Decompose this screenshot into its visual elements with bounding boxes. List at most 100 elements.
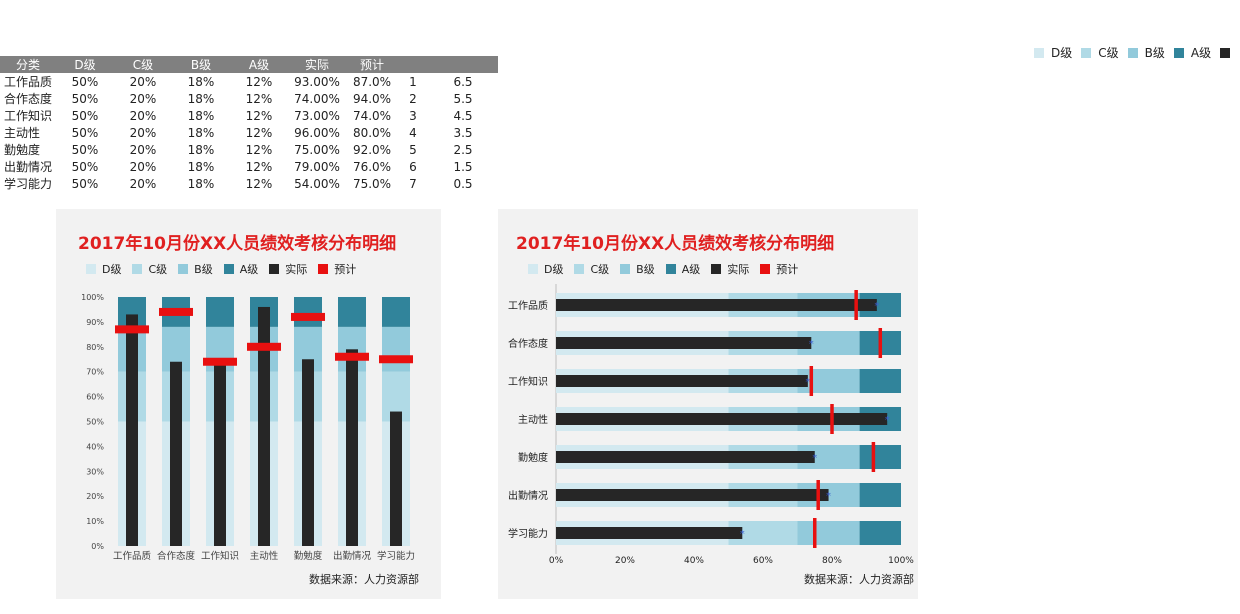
- actual-bar: [346, 349, 358, 546]
- x-category-label: 勤勉度: [294, 550, 323, 562]
- actual-end-marker: *: [812, 453, 817, 464]
- legend-item: A级: [223, 261, 258, 277]
- actual-bar: [556, 299, 877, 311]
- header-c: C级: [114, 56, 172, 73]
- actual-bar: [170, 361, 182, 546]
- cell-category: 出勤情况: [4, 160, 53, 174]
- cell-a: 12%: [245, 125, 273, 140]
- cell-pos: 4.5: [453, 108, 473, 123]
- legend-swatch: [1081, 47, 1092, 58]
- header-index: [398, 56, 428, 73]
- cell-b: 18%: [187, 125, 215, 140]
- table-row: 勤勉度 50% 20% 18% 12% 75.00% 92.0% 5 2.5: [0, 141, 498, 158]
- cell-pos: 3.5: [453, 125, 473, 140]
- y-category-label: 工作知识: [508, 375, 548, 388]
- x-tick-label: 60%: [753, 556, 773, 566]
- legend-swatch: [1034, 47, 1044, 58]
- cell-d: 50%: [71, 159, 99, 174]
- legend-item: B级: [620, 261, 655, 277]
- legend-swatch: [318, 264, 329, 274]
- cell-index: 3: [409, 108, 417, 123]
- x-category-label: 工作知识: [201, 550, 239, 562]
- expected-marker: [159, 307, 193, 316]
- cell-a: 12%: [245, 142, 273, 157]
- cell-index: 2: [409, 91, 417, 106]
- cell-actual: 93.00%: [294, 74, 340, 89]
- cell-expected: 87.0%: [352, 74, 392, 89]
- table-row: 学习能力 50% 20% 18% 12% 54.00% 75.0% 7 0.5: [0, 175, 498, 192]
- band-B级: [382, 326, 410, 372]
- expected-marker: [115, 325, 149, 334]
- top-legend: D级 C级 B级 A级: [1034, 44, 1240, 61]
- cell-actual: 73.00%: [294, 108, 340, 123]
- actual-end-marker: *: [805, 377, 810, 388]
- cell-d: 50%: [71, 74, 99, 89]
- expected-marker: [335, 352, 369, 361]
- cell-category: 学习能力: [4, 177, 53, 191]
- band-A级: [859, 445, 901, 469]
- table-row: 工作知识 50% 20% 18% 12% 73.00% 74.0% 3 4.5: [0, 107, 498, 124]
- expected-marker: [816, 480, 820, 510]
- data-source-note: 数据来源：人力资源部: [309, 573, 419, 586]
- legend-swatch: [620, 264, 631, 274]
- actual-bar: [556, 527, 743, 539]
- header-category: 分类: [0, 56, 56, 73]
- expected-marker: [291, 312, 325, 321]
- cell-b: 18%: [187, 159, 215, 174]
- cell-b: 18%: [187, 91, 215, 106]
- y-tick-label: 10%: [86, 517, 104, 526]
- header-b: B级: [172, 56, 230, 73]
- band-A级: [206, 297, 234, 327]
- x-category-label: 出勤情况: [333, 550, 372, 562]
- table-row: 出勤情况 50% 20% 18% 12% 79.00% 76.0% 6 1.5: [0, 158, 498, 175]
- cell-pos: 1.5: [453, 159, 473, 174]
- legend-item: C级: [132, 261, 167, 277]
- y-tick-label: 60%: [86, 393, 104, 402]
- expected-marker: [813, 518, 817, 548]
- legend-item: A级: [1173, 44, 1212, 61]
- x-tick-label: 0%: [549, 556, 564, 566]
- y-tick-label: 20%: [86, 492, 104, 501]
- cell-expected: 80.0%: [352, 125, 392, 140]
- cell-index: 1: [409, 74, 417, 89]
- cell-actual: 79.00%: [294, 159, 340, 174]
- cell-d: 50%: [71, 125, 99, 140]
- expected-marker: [854, 290, 858, 320]
- cell-c: 20%: [129, 125, 157, 140]
- cell-category: 勤勉度: [4, 143, 41, 157]
- legend-swatch: [86, 264, 96, 274]
- legend-swatch: [574, 264, 585, 274]
- legend-label: A级: [1190, 46, 1212, 60]
- legend-item: 实际: [269, 261, 307, 277]
- legend-label: 预计: [776, 263, 799, 276]
- legend-label: B级: [194, 263, 213, 276]
- actual-bar: [556, 375, 808, 387]
- y-category-label: 主动性: [518, 413, 548, 426]
- cell-a: 12%: [245, 176, 273, 191]
- legend-item: D级: [1034, 44, 1072, 61]
- cell-actual: 75.00%: [294, 142, 340, 157]
- legend-label: D级: [102, 263, 122, 276]
- chart-title: 2017年10月份XX人员绩效考核分布明细: [78, 234, 397, 254]
- legend-label: C级: [590, 263, 610, 276]
- cell-a: 12%: [245, 159, 273, 174]
- x-category-label: 主动性: [250, 550, 279, 562]
- actual-bar: [214, 364, 226, 546]
- header-a: A级: [230, 56, 288, 73]
- legend-item: C级: [1081, 44, 1119, 61]
- horizontal-chart-panel: 2017年10月份XX人员绩效考核分布明细 D级 C级 B级 A级 实际 预计 0% 20%…: [498, 209, 918, 599]
- data-source-note: 数据来源：人力资源部: [804, 573, 914, 586]
- band-A级: [382, 297, 410, 327]
- legend-item: A级: [665, 261, 700, 277]
- legend-label: C级: [148, 263, 168, 276]
- legend-label: B级: [636, 263, 655, 276]
- expected-marker: [878, 328, 883, 358]
- legend-swatch: [711, 264, 722, 274]
- header-pos: [428, 56, 498, 73]
- legend-label: 实际: [285, 263, 308, 276]
- cell-index: 6: [409, 159, 417, 174]
- cell-index: 5: [409, 142, 417, 157]
- cell-pos: 6.5: [453, 74, 473, 89]
- x-tick-label: 40%: [684, 556, 704, 566]
- y-category-label: 合作态度: [508, 337, 548, 350]
